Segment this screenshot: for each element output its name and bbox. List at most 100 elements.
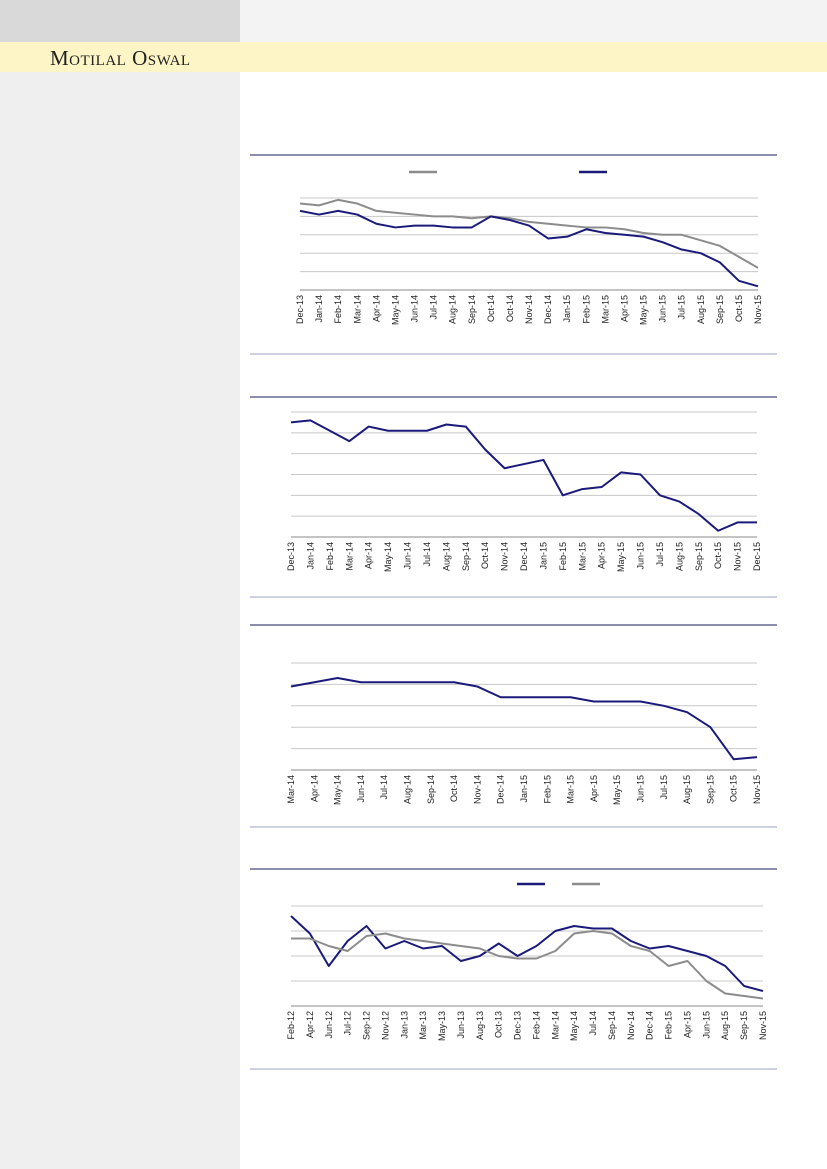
x-tick-label: Nov-14 <box>524 295 534 324</box>
brand-band <box>0 42 827 72</box>
x-tick-label: Nov-14 <box>472 775 482 804</box>
x-tick-label: Jun-14 <box>410 295 420 323</box>
x-tick-label: May-14 <box>333 775 343 805</box>
x-tick-label: Apr-15 <box>619 295 629 322</box>
x-tick-label: Aug-14 <box>448 295 458 324</box>
x-tick-label: Nov-15 <box>753 295 763 324</box>
x-tick-label: Aug-15 <box>696 295 706 324</box>
x-tick-label: Nov-15 <box>733 542 743 571</box>
x-tick-label: May-14 <box>383 542 393 572</box>
x-tick-label: Jun-14 <box>356 775 366 803</box>
x-tick-label: Jul-15 <box>655 542 665 567</box>
x-tick-label: May-14 <box>390 295 400 325</box>
x-tick-label: Apr-14 <box>371 295 381 322</box>
x-tick-label: Jun-13 <box>456 1011 466 1039</box>
x-tick-label: May-15 <box>639 295 649 325</box>
x-tick-label: Apr-15 <box>597 542 607 569</box>
top-left-band <box>0 0 240 42</box>
x-tick-label: Mar-14 <box>352 295 362 324</box>
x-tick-label: Sep-14 <box>426 775 436 804</box>
sidebar <box>0 0 240 1169</box>
x-tick-label: Oct-15 <box>729 775 739 802</box>
x-tick-label: Jul-12 <box>343 1011 353 1036</box>
x-tick-label: Aug-14 <box>441 542 451 571</box>
x-tick-label: Jul-14 <box>422 542 432 567</box>
x-tick-label: Apr-15 <box>589 775 599 802</box>
x-tick-label: Aug-15 <box>674 542 684 571</box>
x-tick-label: Jan-15 <box>538 542 548 570</box>
x-tick-label: Jun-15 <box>636 542 646 570</box>
x-tick-label: Sep-15 <box>694 542 704 571</box>
x-tick-label: Jan-15 <box>562 295 572 323</box>
x-tick-label: Jul-14 <box>379 775 389 800</box>
series-line <box>291 930 764 1000</box>
x-tick-label: Feb-14 <box>531 1011 541 1040</box>
x-tick-label: Oct-14 <box>486 295 496 322</box>
x-tick-label: Aug-15 <box>720 1011 730 1040</box>
x-tick-label: Jan-13 <box>399 1011 409 1039</box>
x-tick-label: Mar-15 <box>577 542 587 571</box>
x-tick-label: Jun-15 <box>636 775 646 803</box>
x-tick-label: Feb-14 <box>325 542 335 571</box>
x-tick-label: Jun-12 <box>324 1011 334 1039</box>
x-tick-label: May-13 <box>437 1011 447 1041</box>
x-tick-label: Dec-15 <box>752 542 762 571</box>
x-tick-label: Mar-14 <box>550 1011 560 1040</box>
x-tick-label: Dec-14 <box>543 295 553 324</box>
x-tick-label: Sep-15 <box>739 1011 749 1040</box>
x-tick-label: Sep-14 <box>607 1011 617 1040</box>
x-tick-label: Dec-14 <box>645 1011 655 1040</box>
x-tick-label: Sep-12 <box>362 1011 372 1040</box>
x-tick-label: Jan-15 <box>519 775 529 803</box>
x-tick-label: Nov-14 <box>626 1011 636 1040</box>
series-line <box>290 915 764 992</box>
x-tick-label: May-15 <box>616 542 626 572</box>
series-line <box>299 198 759 269</box>
series-line <box>290 676 758 761</box>
x-tick-label: Apr-15 <box>682 1011 692 1038</box>
x-tick-label: Mar-15 <box>600 295 610 324</box>
x-tick-label: Sep-15 <box>705 775 715 804</box>
series-line <box>299 209 759 288</box>
x-tick-label: Feb-14 <box>333 295 343 324</box>
x-tick-label: Apr-14 <box>309 775 319 802</box>
x-tick-label: Oct-15 <box>734 295 744 322</box>
x-tick-label: Dec-13 <box>513 1011 523 1040</box>
x-tick-label: Jun-14 <box>403 542 413 570</box>
x-tick-label: Mar-14 <box>286 775 296 804</box>
x-tick-label: Dec-13 <box>286 542 296 571</box>
x-tick-label: Feb-15 <box>542 775 552 804</box>
x-tick-label: Jan-14 <box>305 542 315 570</box>
x-tick-label: Mar-15 <box>566 775 576 804</box>
x-tick-label: Sep-15 <box>715 295 725 324</box>
x-tick-label: Jul-15 <box>677 295 687 320</box>
x-tick-label: Dec-14 <box>496 775 506 804</box>
x-tick-label: Sep-14 <box>461 542 471 571</box>
x-tick-label: Nov-12 <box>380 1011 390 1040</box>
x-tick-label: Feb-15 <box>558 542 568 571</box>
x-tick-label: Apr-14 <box>364 542 374 569</box>
x-tick-label: Feb-12 <box>286 1011 296 1040</box>
x-tick-label: Mar-14 <box>344 542 354 571</box>
x-tick-label: Feb-15 <box>664 1011 674 1040</box>
x-tick-label: Oct-13 <box>494 1011 504 1038</box>
brand-title: Motilal Oswal <box>50 46 191 70</box>
x-tick-label: Feb-15 <box>581 295 591 324</box>
x-tick-label: Jan-14 <box>314 295 324 323</box>
x-tick-label: Nov-14 <box>500 542 510 571</box>
series-line <box>290 419 757 532</box>
x-tick-label: Aug-14 <box>403 775 413 804</box>
x-tick-label: Oct-14 <box>505 295 515 322</box>
x-tick-label: Nov-15 <box>752 775 762 804</box>
x-tick-label: Jul-14 <box>588 1011 598 1036</box>
x-tick-label: Oct-14 <box>480 542 490 569</box>
x-tick-label: Nov-15 <box>758 1011 768 1040</box>
x-tick-label: Sep-14 <box>467 295 477 324</box>
x-tick-label: Oct-14 <box>449 775 459 802</box>
x-tick-label: Oct-15 <box>713 542 723 569</box>
x-tick-label: Jun-15 <box>658 295 668 323</box>
x-tick-label: Mar-13 <box>418 1011 428 1040</box>
x-tick-label: Dec-13 <box>295 295 305 324</box>
